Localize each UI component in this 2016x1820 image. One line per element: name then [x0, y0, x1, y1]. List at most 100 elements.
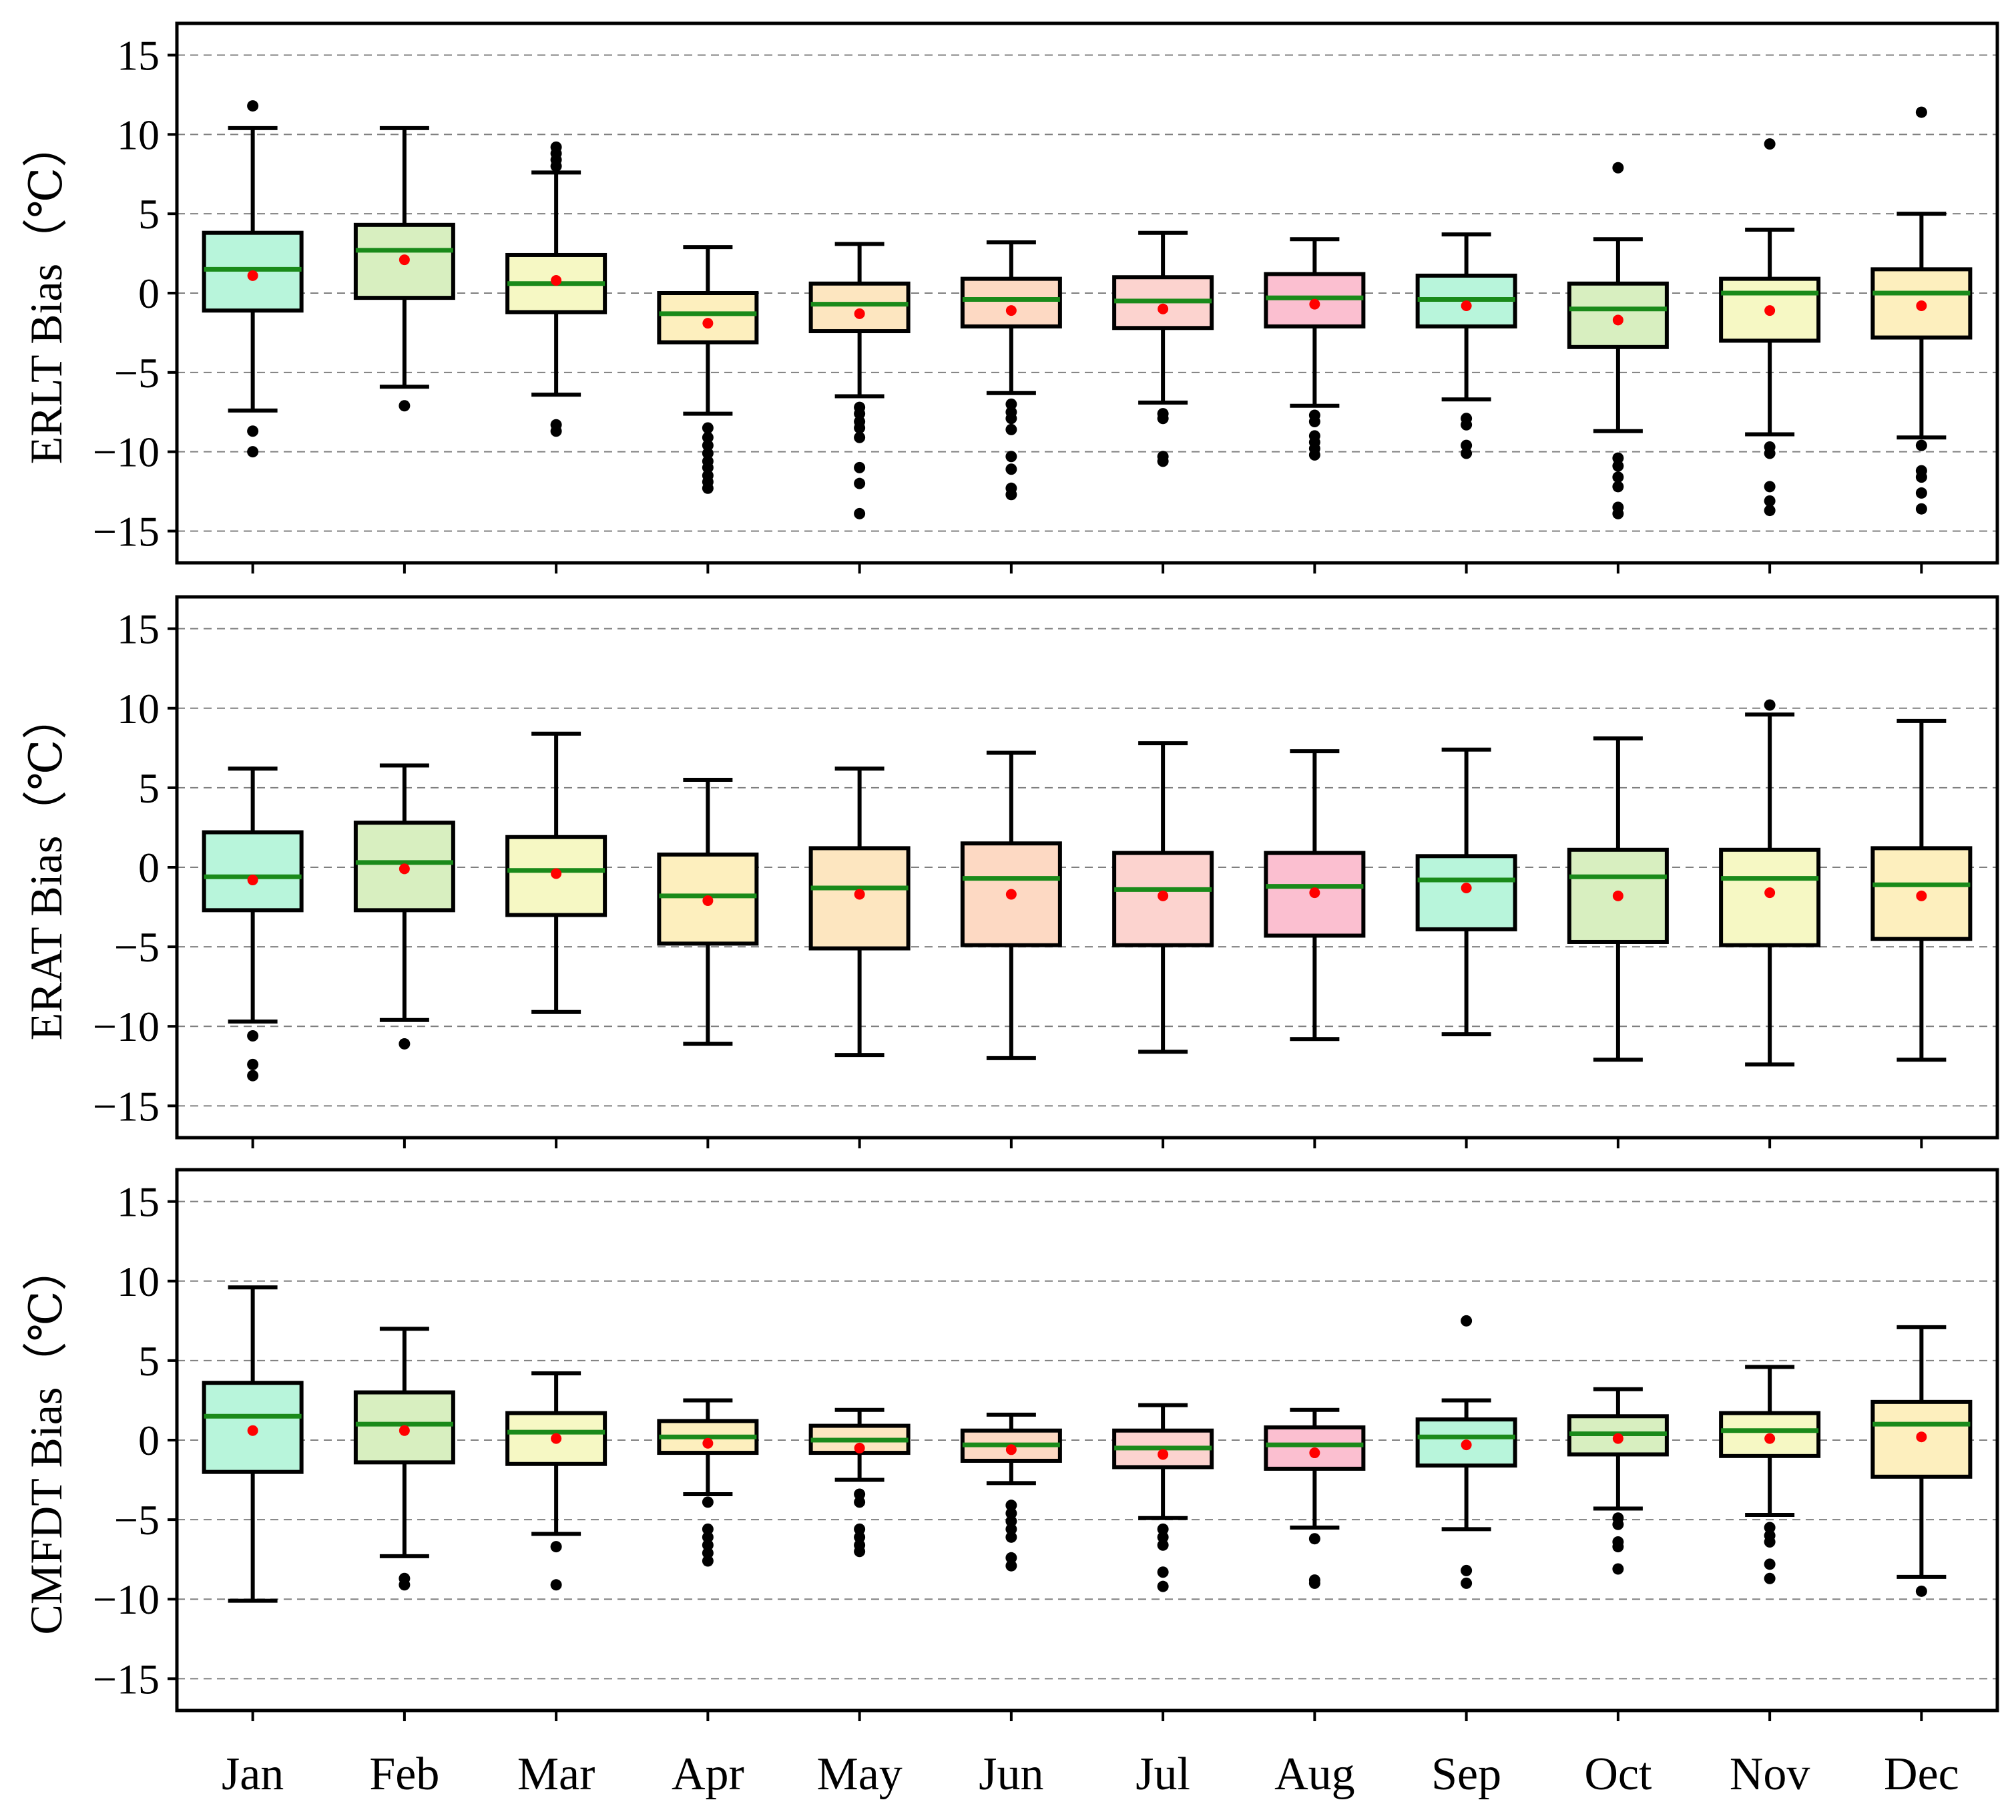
outlier-point: [1157, 1566, 1169, 1578]
outlier-point: [1764, 505, 1776, 517]
y-tick-label: −5: [114, 1496, 160, 1544]
outlier-point: [854, 1488, 866, 1500]
y-tick-label: 10: [117, 685, 160, 732]
outlier-point: [1764, 481, 1776, 493]
outlier-point: [1612, 1563, 1624, 1575]
x-tick-label: Feb: [369, 1749, 439, 1800]
mean-marker: [551, 274, 562, 286]
outlier-point: [1005, 1500, 1017, 1512]
outlier-point: [1915, 1585, 1927, 1597]
outlier-point: [550, 425, 562, 437]
outlier-point: [247, 425, 259, 437]
mean-marker: [1612, 1433, 1623, 1444]
outlier-point: [550, 160, 562, 172]
y-axis-label: ERLT Bias（℃）: [21, 122, 71, 464]
box-may: [808, 1407, 911, 1558]
y-tick-label: 5: [138, 1337, 160, 1385]
outlier-point: [247, 1070, 259, 1082]
y-tick-label: −15: [93, 507, 160, 555]
outlier-point: [1157, 1531, 1169, 1543]
mean-marker: [1461, 300, 1472, 312]
outlier-point: [247, 1030, 259, 1042]
outlier-point: [1461, 1315, 1473, 1327]
box-jul: [1112, 230, 1214, 467]
outlier-point: [854, 461, 866, 473]
y-tick-label: 10: [117, 111, 160, 158]
outlier-point: [854, 1531, 866, 1543]
iqr-box: [960, 276, 1062, 328]
outlier-point: [854, 431, 866, 443]
y-tick-label: 15: [117, 606, 160, 653]
box-oct: [1567, 1387, 1669, 1575]
outlier-point: [854, 408, 866, 420]
box-nov: [1719, 1365, 1821, 1584]
iqr-box: [808, 281, 911, 334]
iqr-box: [1567, 281, 1669, 349]
outlier-point: [1461, 447, 1473, 459]
mean-marker: [854, 1442, 865, 1453]
box-jun: [960, 1412, 1062, 1572]
box-sep: [1415, 232, 1517, 459]
outlier-point: [1764, 1522, 1776, 1534]
mean-marker: [1309, 298, 1320, 310]
mean-marker: [1916, 890, 1927, 901]
outlier-point: [1915, 503, 1927, 515]
outlier-point: [1005, 1560, 1017, 1572]
outlier-point: [702, 461, 714, 473]
outlier-point: [1308, 449, 1320, 461]
mean-marker: [854, 889, 865, 900]
outlier-point: [1005, 1516, 1017, 1527]
box-feb: [353, 763, 455, 1050]
outlier-point: [1915, 106, 1927, 118]
outlier-point: [1005, 423, 1017, 435]
box-dec: [1870, 106, 1973, 515]
mean-marker: [702, 318, 714, 329]
outlier-point: [702, 1555, 714, 1567]
mean-marker: [1612, 314, 1623, 326]
mean-marker: [1461, 1439, 1472, 1451]
outlier-point: [702, 447, 714, 459]
mean-marker: [1916, 300, 1927, 312]
outlier-point: [854, 1523, 866, 1535]
mean-marker: [247, 270, 258, 281]
box-mar: [505, 1371, 607, 1591]
outlier-point: [1461, 419, 1473, 431]
y-tick-label: 0: [138, 1417, 160, 1464]
mean-marker: [1612, 890, 1623, 901]
box-aug: [1264, 1407, 1366, 1589]
y-tick-label: −15: [93, 1082, 160, 1130]
outlier-point: [1005, 1552, 1017, 1564]
outlier-point: [247, 100, 259, 112]
outlier-point: [1461, 439, 1473, 451]
box-may: [808, 766, 911, 1058]
outlier-point: [1308, 415, 1320, 427]
box-apr: [657, 777, 759, 1046]
panel-1: −15 −10 −5 0 5 10 15 ERLT Bias（℃）: [21, 21, 1999, 574]
y-axis-label: CMFDT Bias（℃）: [21, 1245, 71, 1634]
outlier-point: [247, 1058, 259, 1070]
outlier-point: [702, 422, 714, 434]
box-mar: [505, 731, 607, 1014]
outlier-point: [1612, 452, 1624, 464]
box-oct: [1567, 162, 1669, 519]
outlier-point: [1915, 439, 1927, 451]
x-tick-label: May: [816, 1749, 902, 1800]
iqr-box: [1719, 276, 1821, 343]
x-tick-label: Jul: [1136, 1749, 1190, 1800]
box-jan: [202, 1285, 304, 1603]
box-nov: [1719, 699, 1821, 1067]
mean-marker: [247, 875, 258, 886]
outlier-point: [702, 1531, 714, 1543]
box-jul: [1112, 1403, 1214, 1592]
mean-marker: [1764, 1433, 1776, 1444]
outlier-point: [1915, 487, 1927, 499]
x-tick-label: Apr: [672, 1749, 744, 1800]
outlier-point: [247, 446, 259, 458]
y-tick-label: 15: [117, 32, 160, 79]
outlier-point: [1915, 471, 1927, 483]
mean-marker: [1158, 1449, 1169, 1460]
x-tick-label: Oct: [1584, 1749, 1652, 1800]
mean-marker: [551, 868, 562, 879]
box-aug: [1264, 749, 1366, 1042]
outlier-point: [1005, 1531, 1017, 1543]
